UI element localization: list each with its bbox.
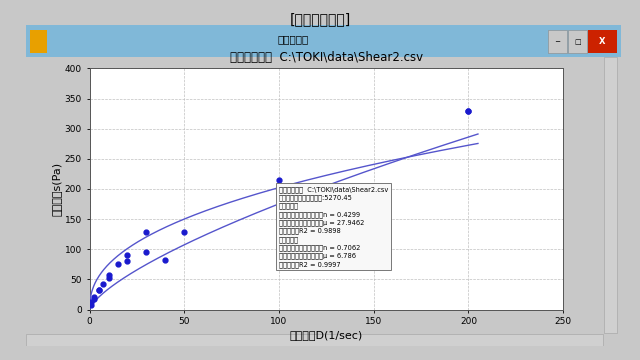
Text: □: □ — [575, 39, 581, 45]
FancyBboxPatch shape — [30, 30, 47, 53]
FancyBboxPatch shape — [26, 25, 621, 57]
Text: [文件播放画面]: [文件播放画面] — [289, 13, 351, 27]
FancyBboxPatch shape — [26, 334, 603, 346]
FancyBboxPatch shape — [588, 30, 616, 53]
FancyBboxPatch shape — [548, 30, 567, 53]
Text: 再生グラフ: 再生グラフ — [278, 35, 309, 45]
FancyBboxPatch shape — [568, 30, 588, 53]
Text: X: X — [599, 37, 605, 46]
Title: ファイル名：  C:\TOKI\data\Shear2.csv: ファイル名： C:\TOKI\data\Shear2.csv — [230, 51, 423, 64]
Y-axis label: ずり応力s(Pa): ずり応力s(Pa) — [52, 162, 62, 216]
Text: ─: ─ — [556, 39, 560, 45]
FancyBboxPatch shape — [604, 57, 617, 333]
X-axis label: ずり速度D(1/sec): ずり速度D(1/sec) — [290, 330, 363, 341]
Text: ファイル名：  C:\TOKI\data\Shear2.csv
ヒステリシスループ面積:5270.45
【アップ】
非ニュートン粘性指数：n = 0.4299
: ファイル名： C:\TOKI\data\Shear2.csv ヒステリシスループ… — [279, 186, 388, 268]
